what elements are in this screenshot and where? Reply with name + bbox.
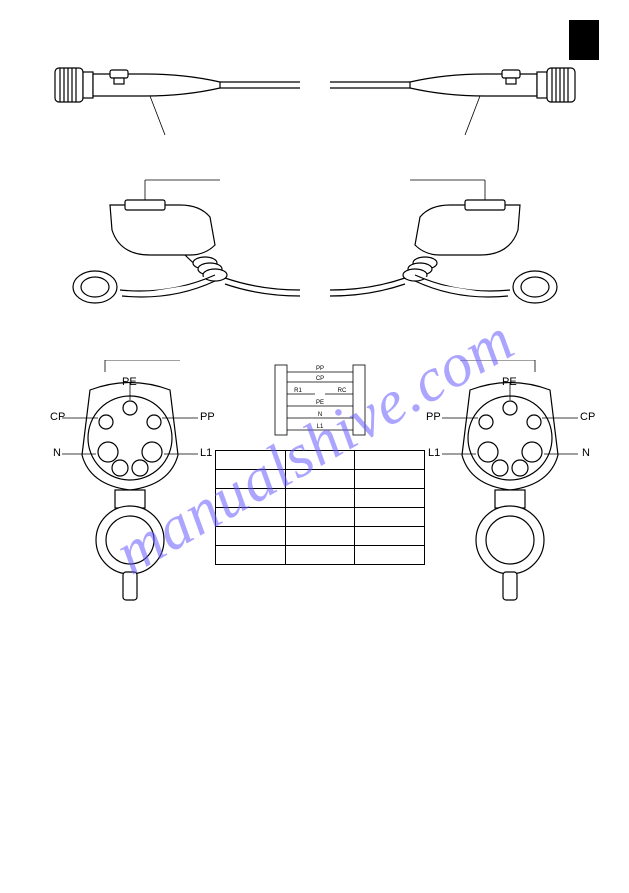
middle-cable-diagram (50, 175, 579, 335)
wire-label: PP (316, 366, 324, 372)
wire-label: CP (316, 376, 324, 382)
wire-label: PE (316, 400, 324, 406)
pin-label-cp: CP (50, 411, 65, 423)
wire-label: L1 (317, 424, 324, 430)
left-connector-diagram: PE CP PP N L1 (50, 360, 210, 620)
wire-label: N (318, 412, 322, 418)
pin-label-pp: PP (200, 411, 215, 423)
table-row (216, 508, 425, 527)
connector-pinout-row: PE CP PP N L1 PP C (50, 360, 579, 620)
center-column: PP CP R1 RC PE N L1 (210, 360, 430, 565)
pin-label-l1: L1 (200, 447, 212, 459)
top-cable-diagram (50, 40, 579, 150)
wire-label: R1 (294, 388, 302, 394)
cable-side-view-icon (50, 40, 580, 150)
wire-label: RC (338, 388, 347, 394)
pin-label-cp: CP (580, 411, 595, 423)
pin-label-n: N (582, 447, 590, 459)
table-row (216, 470, 425, 489)
pin-label-pp: PP (426, 411, 441, 423)
pin-label-pe: PE (502, 376, 517, 388)
wiring-diagram-icon: PP CP R1 RC PE N L1 (270, 360, 370, 440)
table-row (216, 546, 425, 565)
cable-plug-view-icon (50, 175, 580, 335)
pin-label-n: N (53, 447, 61, 459)
pin-label-l1: L1 (428, 447, 440, 459)
table-row (216, 451, 425, 470)
pin-label-pe: PE (122, 376, 137, 388)
right-connector-diagram: PE PP CP L1 N (430, 360, 590, 620)
table-row (216, 489, 425, 508)
pin-assignment-table (215, 450, 425, 565)
table-row (216, 527, 425, 546)
